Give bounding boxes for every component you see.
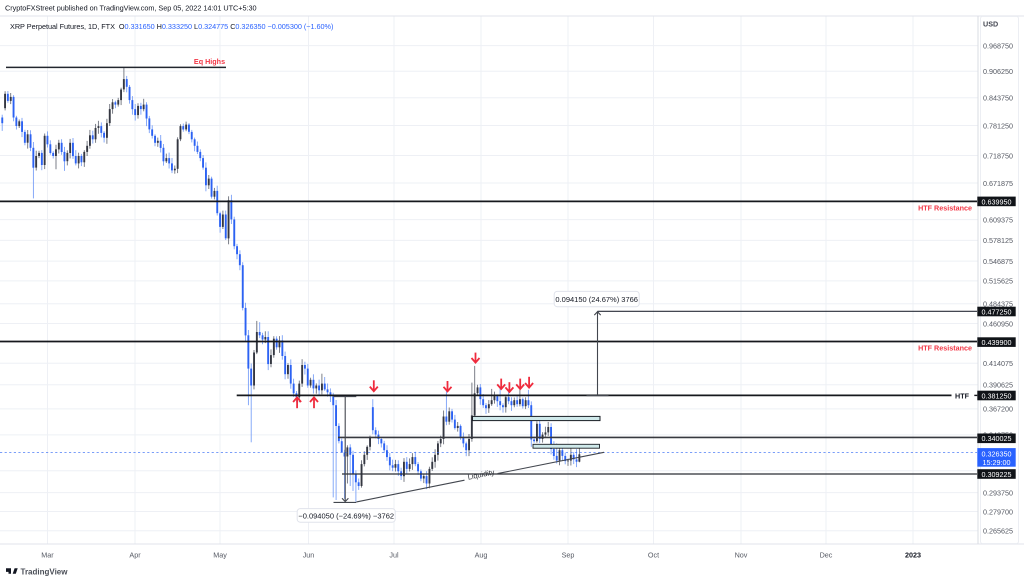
svg-text:0.781250: 0.781250 [983, 121, 1013, 130]
svg-text:Jun: Jun [303, 551, 315, 560]
svg-text:15:29:00: 15:29:00 [983, 458, 1011, 467]
svg-text:2023: 2023 [905, 551, 921, 560]
svg-text:Apr: Apr [129, 551, 141, 560]
svg-text:0.340025: 0.340025 [982, 434, 1012, 443]
svg-text:0.515625: 0.515625 [983, 277, 1013, 286]
svg-text:0.381250: 0.381250 [982, 391, 1012, 400]
svg-text:0.414075: 0.414075 [983, 359, 1013, 368]
svg-text:Eq Highs: Eq Highs [194, 57, 225, 66]
svg-text:TradingView: TradingView [21, 567, 69, 576]
svg-text:0.843750: 0.843750 [983, 94, 1013, 103]
svg-text:Dec: Dec [820, 551, 833, 560]
svg-text:XRP Perpetual Futures, 1D, FTX: XRP Perpetual Futures, 1D, FTX O0.331650… [10, 22, 333, 31]
svg-text:0.094150 (24.67%) 3766: 0.094150 (24.67%) 3766 [555, 295, 638, 304]
svg-text:0.609375: 0.609375 [983, 215, 1013, 224]
svg-text:0.639950: 0.639950 [982, 197, 1012, 206]
svg-text:HTF Resistance: HTF Resistance [918, 203, 972, 212]
svg-text:0.326350: 0.326350 [982, 449, 1012, 458]
svg-text:Nov: Nov [735, 551, 748, 560]
svg-text:Oct: Oct [648, 551, 659, 560]
svg-text:0.578125: 0.578125 [983, 236, 1013, 245]
svg-text:0.279700: 0.279700 [983, 507, 1013, 516]
svg-text:HTF: HTF [955, 391, 970, 400]
svg-text:Sep: Sep [562, 551, 575, 560]
svg-text:0.718750: 0.718750 [983, 151, 1013, 160]
svg-text:0.293750: 0.293750 [983, 488, 1013, 497]
svg-text:0.460950: 0.460950 [983, 319, 1013, 328]
svg-text:0.439900: 0.439900 [982, 338, 1012, 347]
svg-text:0.546875: 0.546875 [983, 257, 1013, 266]
svg-text:0.484375: 0.484375 [983, 300, 1013, 309]
svg-text:−0.094050 (−24.69%) −3762: −0.094050 (−24.69%) −3762 [298, 511, 394, 520]
svg-text:HTF Resistance: HTF Resistance [918, 343, 972, 352]
svg-text:Aug: Aug [475, 551, 488, 560]
svg-text:0.265625: 0.265625 [983, 527, 1013, 536]
svg-text:0.671875: 0.671875 [983, 179, 1013, 188]
svg-text:0.968750: 0.968750 [983, 41, 1013, 50]
svg-text:Jul: Jul [389, 551, 399, 560]
svg-text:May: May [213, 551, 227, 560]
svg-text:0.477250: 0.477250 [982, 307, 1012, 316]
svg-text:USD: USD [983, 20, 998, 29]
svg-text:Mar: Mar [41, 551, 54, 560]
svg-text:0.309225: 0.309225 [982, 470, 1012, 479]
svg-text:0.390625: 0.390625 [983, 381, 1013, 390]
svg-text:CryptoFXStreet published on Tr: CryptoFXStreet published on TradingView.… [5, 4, 257, 13]
svg-text:0.367200: 0.367200 [983, 405, 1013, 414]
svg-text:0.906250: 0.906250 [983, 67, 1013, 76]
